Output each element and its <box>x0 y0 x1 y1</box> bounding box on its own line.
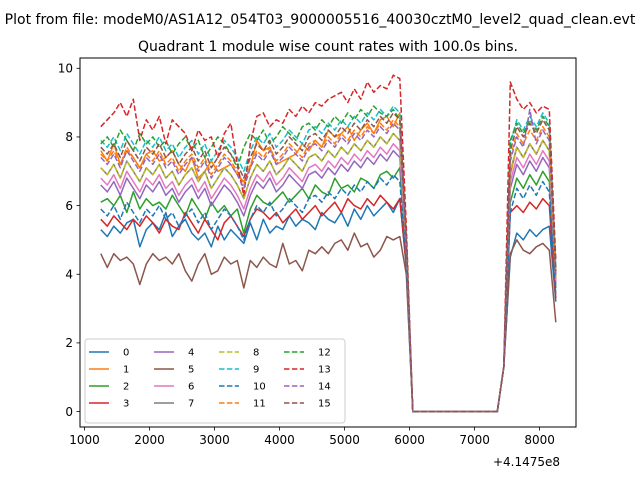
legend-label-2: 2 <box>123 382 129 393</box>
x-tick-label: 6000 <box>394 433 425 447</box>
legend-frame <box>84 338 346 424</box>
legend-label-0: 0 <box>123 348 129 359</box>
y-tick-label: 6 <box>65 199 73 213</box>
x-tick-label: 2000 <box>134 433 165 447</box>
legend-label-6: 6 <box>188 382 194 393</box>
x-offset-label: +4.1475e8 <box>493 455 560 469</box>
legend-label-10: 10 <box>253 382 266 393</box>
legend-label-3: 3 <box>123 399 129 410</box>
legend-label-5: 5 <box>188 365 194 376</box>
y-tick-label: 8 <box>65 130 73 144</box>
x-tick-label: 1000 <box>69 433 100 447</box>
legend-label-12: 12 <box>318 348 331 359</box>
legend-label-1: 1 <box>123 365 129 376</box>
x-tick-label: 4000 <box>264 433 295 447</box>
y-axis: 0 2 4 6 8 10 <box>58 62 80 419</box>
series-line-15 <box>100 112 557 413</box>
y-tick-label: 0 <box>65 405 73 419</box>
legend-label-9: 9 <box>253 365 259 376</box>
legend-label-15: 15 <box>318 399 331 410</box>
y-tick-label: 4 <box>65 268 73 282</box>
x-axis: 1000 2000 3000 4000 5000 6000 7000 8000 <box>69 427 555 447</box>
chart-title: Quadrant 1 module wise count rates with … <box>138 39 518 55</box>
series-line-8 <box>100 132 557 413</box>
figure-suptitle: Plot from file: modeM0/AS1A12_054T03_900… <box>5 12 636 28</box>
legend-label-13: 13 <box>318 365 331 376</box>
y-tick-label: 10 <box>58 62 73 76</box>
x-tick-label: 5000 <box>329 433 360 447</box>
axes-frame <box>79 57 577 428</box>
legend-label-8: 8 <box>253 348 259 359</box>
x-tick-label: 3000 <box>199 433 230 447</box>
y-tick-label: 2 <box>65 336 73 350</box>
x-tick-label: 7000 <box>459 433 490 447</box>
legend-label-11: 11 <box>253 399 266 410</box>
plot-lines <box>100 74 557 413</box>
legend-label-7: 7 <box>188 399 194 410</box>
x-tick-label: 8000 <box>524 433 555 447</box>
legend-label-14: 14 <box>318 382 331 393</box>
legend-label-4: 4 <box>188 348 194 359</box>
